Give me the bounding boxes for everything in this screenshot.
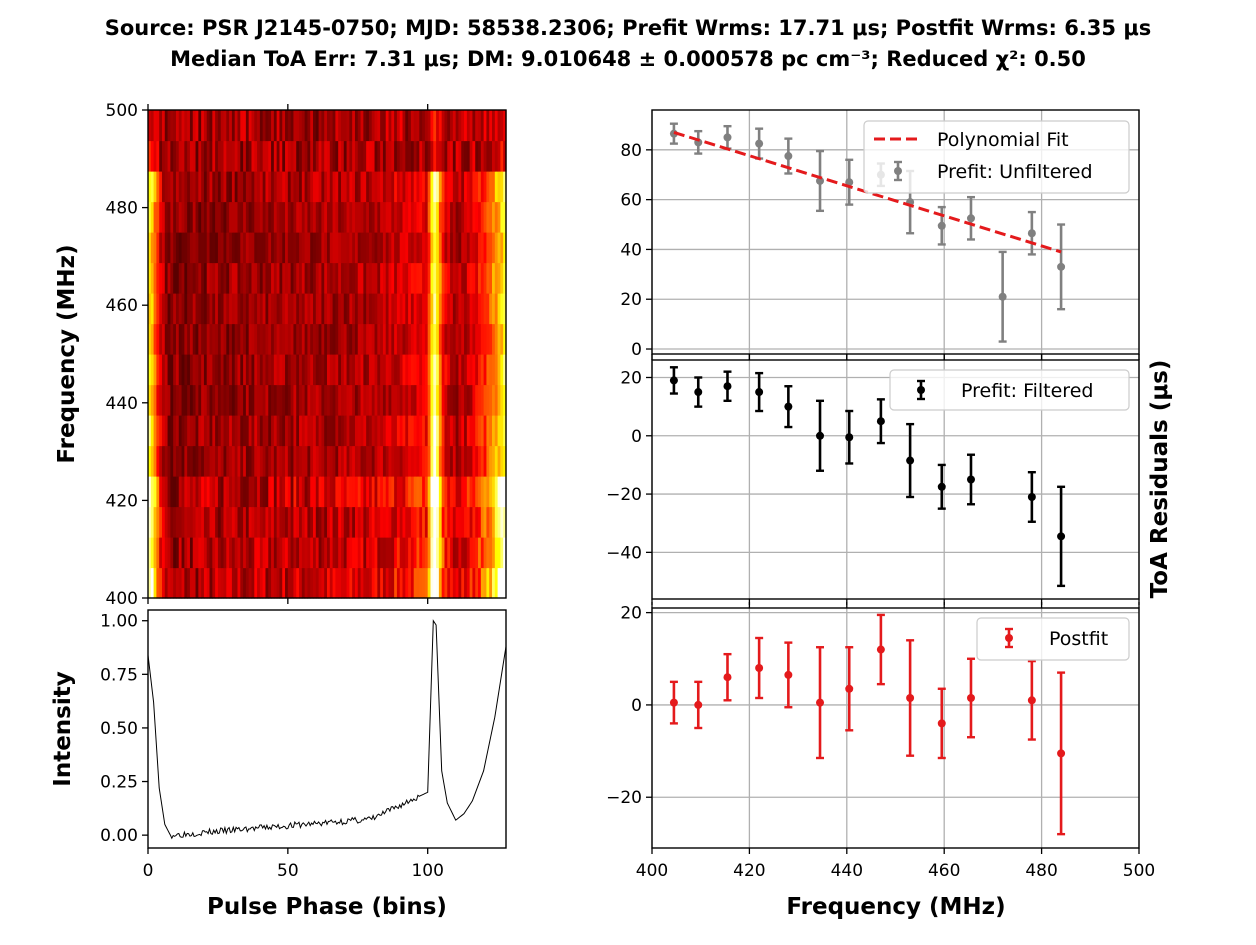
dynamic-spectrum-ytick-label: 400 (106, 589, 138, 609)
prefit-filtered-point (876, 398, 885, 445)
profile-line (147, 619, 507, 840)
prefit-unfiltered-ytick-label: 0 (631, 340, 642, 360)
profile-xlabel: Pulse Phase (bins) (207, 894, 447, 920)
prefit-unfiltered-point (784, 137, 793, 175)
postfit-point (784, 641, 793, 709)
postfit-xtick-label: 480 (1025, 861, 1057, 881)
profile-frame (147, 609, 507, 849)
prefit-filtered-ytick-label: −20 (606, 485, 642, 505)
postfit-ytick-label: −20 (606, 788, 642, 808)
profile-ytick-label: 1.00 (100, 612, 138, 632)
postfit-xlabel: Frequency (MHz) (786, 894, 1005, 920)
postfit-point (755, 636, 764, 700)
legend-unfiltered-swatch (894, 160, 902, 182)
dynamic-spectrum-ytick-label: 440 (106, 394, 138, 414)
legend-filtered-swatch (917, 379, 925, 401)
dynamic-spectrum-frame (147, 109, 507, 599)
dynamic-spectrum-ytick-label: 480 (106, 199, 138, 219)
postfit-xtick-label: 460 (928, 861, 960, 881)
postfit-frame (651, 607, 1140, 849)
prefit-filtered-point (906, 422, 915, 499)
postfit-point (966, 657, 975, 739)
postfit-point (669, 680, 678, 725)
prefit-filtered-point (966, 453, 975, 506)
postfit-point (816, 646, 825, 760)
prefit-unfiltered-point (998, 250, 1007, 343)
legend-fit-label: Polynomial Fit (937, 129, 1069, 151)
prefit-filtered-ytick-label: 20 (620, 368, 642, 388)
prefit-unfiltered-point (755, 127, 764, 160)
dynamic-spectrum-ytick-label: 500 (106, 101, 138, 121)
postfit-point (1027, 659, 1036, 741)
postfit-xtick-label: 500 (1123, 861, 1155, 881)
legend-filtered-label: Prefit: Filtered (961, 380, 1093, 402)
prefit-filtered-point (845, 409, 854, 465)
legend-postfit-label: Postfit (1049, 628, 1108, 650)
postfit-ytick-label: 20 (620, 604, 642, 624)
prefit-filtered-point (816, 399, 825, 472)
postfit-grid (651, 608, 1140, 848)
prefit-filtered-ytick-label: 0 (631, 427, 642, 447)
prefit-filtered-point (694, 376, 703, 408)
prefit-unfiltered-point (937, 205, 946, 246)
postfit-point (906, 639, 915, 757)
title-line-1: Source: PSR J2145-0750; MJD: 58538.2306;… (105, 16, 1152, 40)
prefit-unfiltered-point (723, 124, 732, 150)
prefit-filtered-frame (651, 359, 1140, 600)
prefit-unfiltered-ytick-label: 80 (620, 141, 642, 161)
prefit-filtered-point (669, 366, 678, 395)
legend-postfit-swatch (1005, 627, 1013, 649)
prefit-filtered-point (937, 463, 946, 510)
postfit-point (694, 680, 703, 730)
profile-ylabel: Intensity (50, 671, 76, 786)
prefit-filtered-point (784, 385, 793, 429)
legend-postfit (976, 617, 1130, 661)
postfit-xtick-label: 420 (733, 861, 765, 881)
profile-xtick-label: 0 (143, 861, 154, 881)
profile-ytick-label: 0.25 (100, 773, 138, 793)
prefit-unfiltered-ytick-label: 60 (620, 191, 642, 211)
profile-ytick-label: 0.50 (100, 719, 138, 739)
dynamic-spectrum-ylabel: Frequency (MHz) (54, 244, 80, 463)
postfit-point (937, 687, 946, 760)
prefit-unfiltered-point (1057, 223, 1066, 311)
prefit-filtered-ytick-label: −40 (606, 543, 642, 563)
postfit-xtick-label: 400 (636, 861, 668, 881)
prefit-unfiltered-point (816, 149, 825, 213)
prefit-filtered-point (755, 371, 764, 413)
profile-xtick-label: 50 (277, 861, 299, 881)
legend-prefit-unfiltered (863, 120, 1130, 194)
postfit-point (876, 613, 885, 686)
title-line-2: Median ToA Err: 7.31 μs; DM: 9.010648 ± … (170, 47, 1086, 71)
dynamic-spectrum-image (148, 110, 507, 599)
prefit-filtered-point (723, 370, 732, 403)
postfit-point (845, 646, 854, 732)
profile-ytick-label: 0.75 (100, 665, 138, 685)
postfit-ytick-label: 0 (631, 696, 642, 716)
legend-prefit-filtered (889, 369, 1130, 411)
dynamic-spectrum-ytick-label: 420 (106, 491, 138, 511)
postfit-point (1057, 671, 1066, 836)
prefit-unfiltered-point (845, 158, 854, 206)
prefit-filtered-point (1057, 485, 1066, 588)
prefit-unfiltered-ytick-label: 20 (620, 290, 642, 310)
prefit-unfiltered-ytick-label: 40 (620, 240, 642, 260)
prefit-unfiltered-frame (651, 109, 1140, 355)
postfit-point (723, 652, 732, 702)
prefit-filtered-point (1027, 471, 1036, 523)
residuals-ylabel: ToA Residuals (μs) (1147, 360, 1173, 599)
prefit-unfiltered-point (966, 195, 975, 241)
postfit-xtick-label: 440 (831, 861, 863, 881)
prefit-unfiltered-point (1027, 210, 1036, 256)
profile-ytick-label: 0.00 (100, 826, 138, 846)
dynamic-spectrum-ytick-label: 460 (106, 296, 138, 316)
legend-unfiltered-label: Prefit: Unfiltered (937, 161, 1093, 183)
profile-xtick-label: 100 (411, 861, 443, 881)
